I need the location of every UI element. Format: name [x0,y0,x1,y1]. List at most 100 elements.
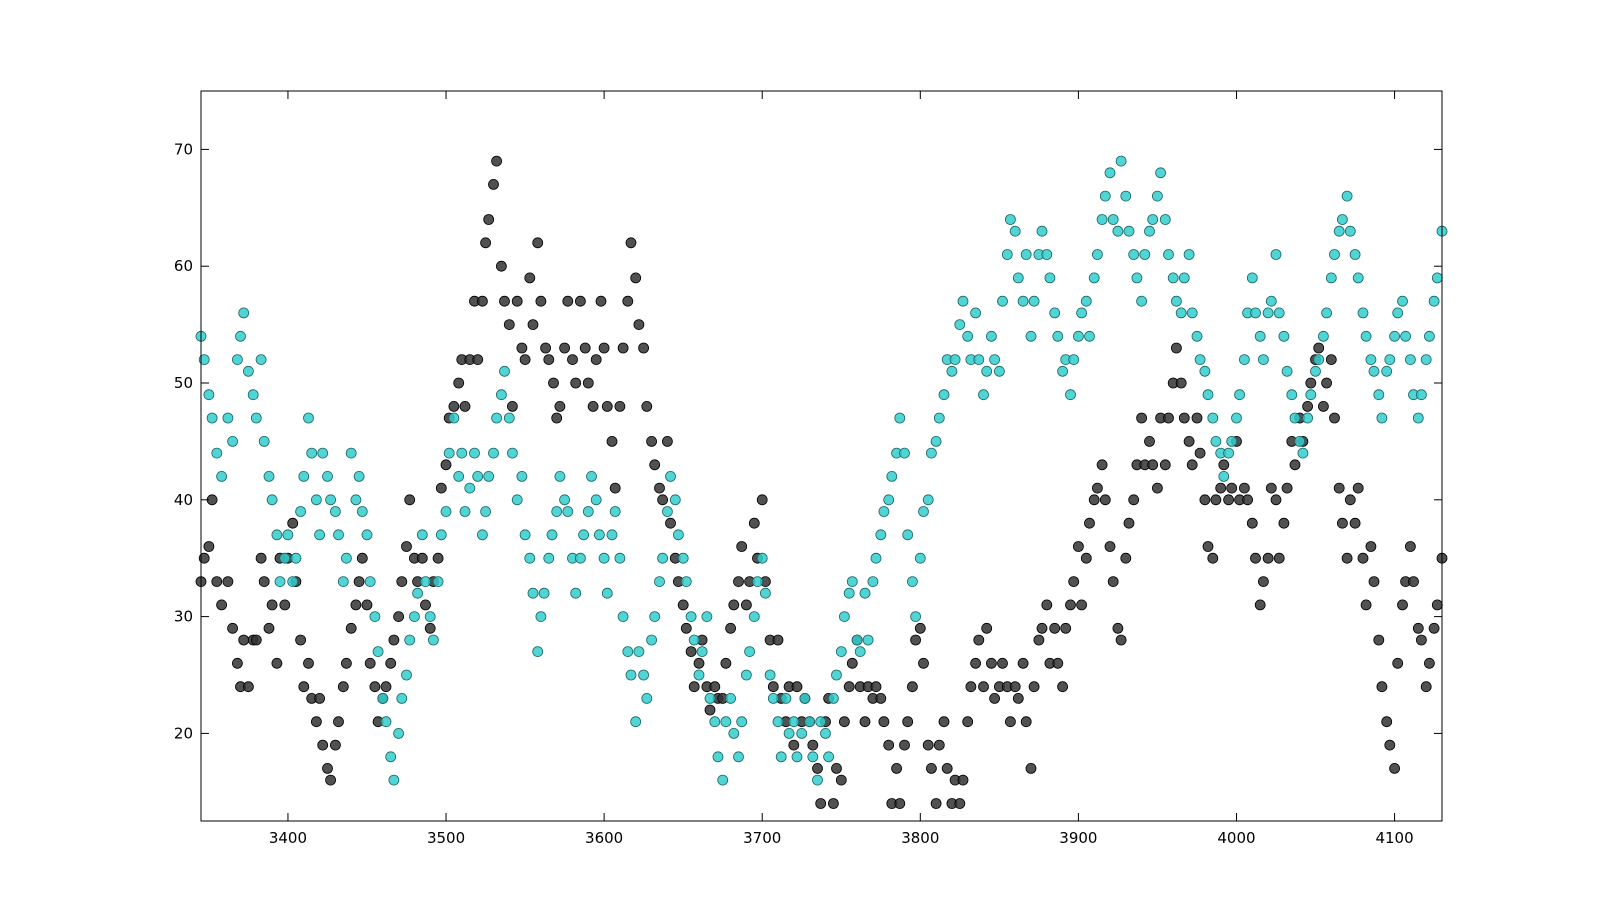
point-s1-19 [274,576,286,587]
point-s0-311 [1428,622,1440,634]
point-s0-55 [416,552,428,564]
point-s1-304 [1400,330,1411,342]
point-s1-76 [499,365,510,377]
point-s0-252 [1194,447,1206,459]
point-s1-180 [910,611,921,622]
point-s1-227 [1096,214,1108,225]
point-s0-266 [1250,552,1261,564]
point-s1-252 [1194,354,1206,366]
x-tick-label-7: 4100 [1375,829,1413,847]
point-s1-129 [709,716,721,728]
point-s0-35 [337,681,349,693]
point-s0-1 [198,552,210,564]
point-s0-94 [570,377,582,389]
point-s1-292 [1352,272,1364,284]
point-s0-208 [1020,716,1032,728]
point-s0-176 [894,798,906,809]
x-tick-label-0: 3400 [269,829,307,847]
point-s1-3 [206,412,218,424]
point-s0-226 [1092,482,1103,494]
point-s1-272 [1273,307,1285,319]
point-s0-112 [641,400,653,412]
point-s0-221 [1073,541,1084,552]
point-s1-123 [685,611,697,622]
point-s1-83 [527,587,539,599]
point-s1-206 [1012,272,1024,284]
point-s0-263 [1239,482,1250,494]
point-s0-227 [1096,459,1108,471]
x-tick-label-2: 3600 [585,829,623,847]
point-s1-312 [1431,272,1443,284]
point-s0-191 [954,798,966,809]
point-s1-165 [851,634,863,646]
point-s1-125 [693,669,705,681]
point-s0-296 [1368,576,1380,587]
point-s1-260 [1226,435,1238,447]
point-s1-291 [1349,249,1361,260]
point-s0-250 [1186,459,1198,471]
point-s1-238 [1139,249,1151,260]
point-s0-199 [986,657,997,669]
point-s0-83 [527,319,539,331]
point-s1-300 [1384,354,1396,366]
point-s1-113 [646,634,657,646]
point-s1-6 [222,412,234,424]
point-s1-235 [1128,249,1140,260]
point-s0-111 [638,342,649,354]
point-s1-193 [962,330,974,342]
x-tick-label-4: 3800 [901,829,939,847]
point-s1-249 [1183,249,1195,260]
point-s1-156 [815,716,827,728]
point-s1-46 [380,716,392,728]
point-s1-16 [263,470,275,482]
point-s0-234 [1123,517,1135,529]
point-s1-52 [404,634,416,646]
point-s1-299 [1381,365,1393,377]
point-s0-118 [665,517,676,529]
point-s0-108 [625,237,637,249]
point-s1-173 [883,494,895,506]
point-s1-190 [949,354,961,366]
point-s1-65 [456,447,468,459]
point-s1-77 [503,412,515,424]
point-s0-5 [216,599,228,611]
point-s0-164 [846,657,858,669]
point-s1-58 [427,634,439,646]
point-s1-17 [266,494,278,506]
point-s1-197 [978,389,989,401]
point-s1-199 [986,330,997,342]
point-s0-247 [1175,377,1187,389]
point-s1-198 [981,365,993,377]
point-s0-170 [870,681,882,693]
point-s0-280 [1305,377,1317,389]
point-s1-302 [1392,307,1404,319]
point-s1-259 [1223,447,1234,459]
y-tick-label-5: 70 [174,140,193,158]
point-s0-264 [1242,494,1253,506]
point-s1-225 [1088,272,1100,284]
point-s0-15 [258,576,270,587]
point-s1-162 [839,611,850,622]
point-s0-175 [891,763,902,774]
point-s0-101 [598,342,610,354]
point-s1-155 [812,774,823,786]
point-s1-64 [453,470,465,482]
point-s1-311 [1428,295,1440,307]
point-s0-270 [1265,482,1277,494]
point-s1-212 [1036,225,1048,237]
point-s1-253 [1199,365,1211,377]
point-s1-268 [1258,354,1269,366]
point-s0-72 [483,214,495,225]
point-s1-298 [1376,412,1388,424]
point-s1-258 [1218,470,1230,482]
point-s1-247 [1175,307,1187,319]
point-s0-249 [1183,435,1195,447]
point-s1-74 [491,412,503,424]
point-s1-307 [1412,412,1424,424]
point-s0-75 [495,260,507,272]
point-s1-236 [1131,272,1143,284]
point-s1-215 [1049,307,1061,319]
point-s0-276 [1289,459,1301,471]
point-s0-39 [353,576,365,587]
point-s0-92 [562,295,574,307]
